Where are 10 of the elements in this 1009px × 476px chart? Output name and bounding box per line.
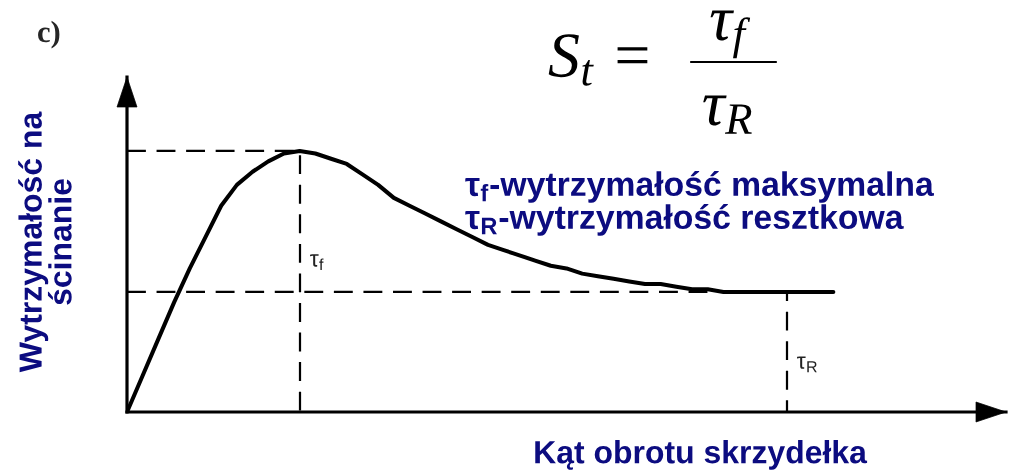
text: τ$_{f}$ (710, 10, 751, 59)
ref-line-label: τ$_{R}$ (797, 356, 817, 373)
y-axis-title: Wytrzymałość na ścinanie (18, 111, 72, 373)
annotation: τ$_{R}$-wytrzymałość resztkowa (465, 204, 904, 236)
text: S$_{t}$ = (548, 34, 648, 86)
x-axis-title: Kąt obrotu skrzydełka (535, 440, 868, 470)
chart-title: c) (38, 20, 60, 49)
ref-line-label: τ$_{f}$ (310, 254, 324, 271)
annotation: τ$_{f}$-wytrzymałość maksymalna (465, 171, 934, 203)
text: τ$_{R}$ (703, 95, 752, 134)
